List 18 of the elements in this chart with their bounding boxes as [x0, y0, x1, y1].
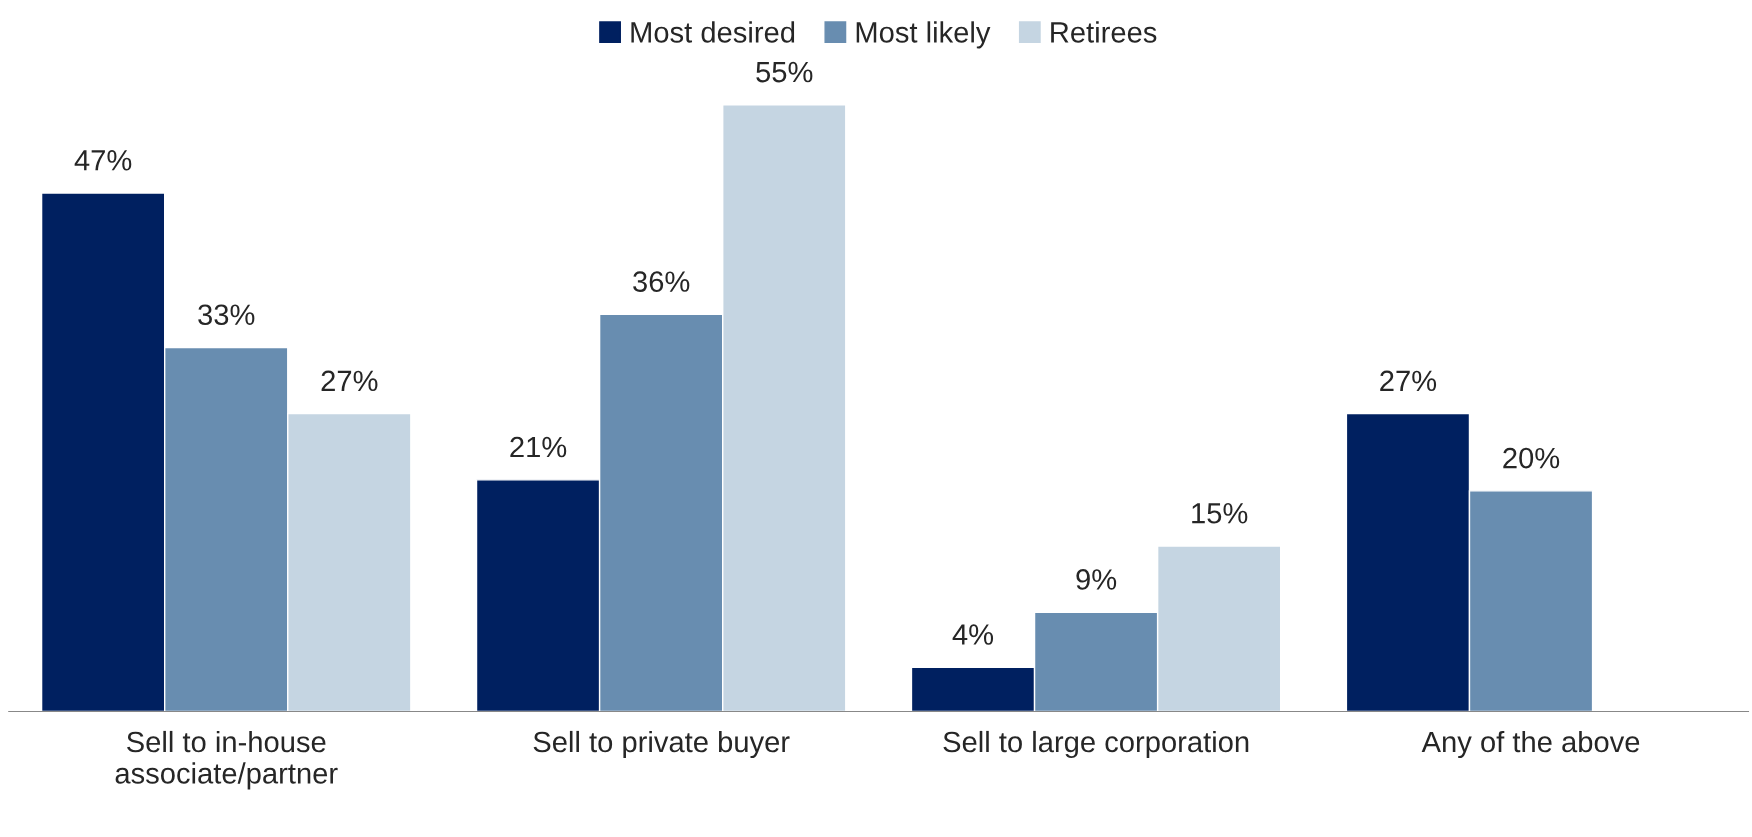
legend-label: Retirees — [1051, 21, 1157, 43]
data-label: 9% — [1076, 569, 1117, 590]
data-label: 27% — [1380, 370, 1437, 392]
x-tick-label: Sell to private buyer — [533, 730, 790, 759]
data-label: 15% — [1192, 503, 1248, 524]
data-label: 33% — [198, 304, 255, 326]
x-tick-label: Any of the above — [1421, 730, 1640, 759]
x-tick-label: Sell to large corporation — [943, 730, 1249, 759]
data-label: 4% — [952, 624, 994, 645]
legend-label: Most desired — [631, 21, 795, 43]
data-label: 20% — [1503, 447, 1560, 469]
data-label: 47% — [74, 150, 132, 171]
data-label: 21% — [510, 436, 567, 458]
x-tick-label: Sell to in-house associate/partner — [115, 730, 338, 790]
data-label: 36% — [633, 271, 690, 292]
data-label: 27% — [321, 370, 378, 392]
legend-label: Most likely — [856, 21, 991, 49]
data-label: 55% — [756, 61, 813, 83]
